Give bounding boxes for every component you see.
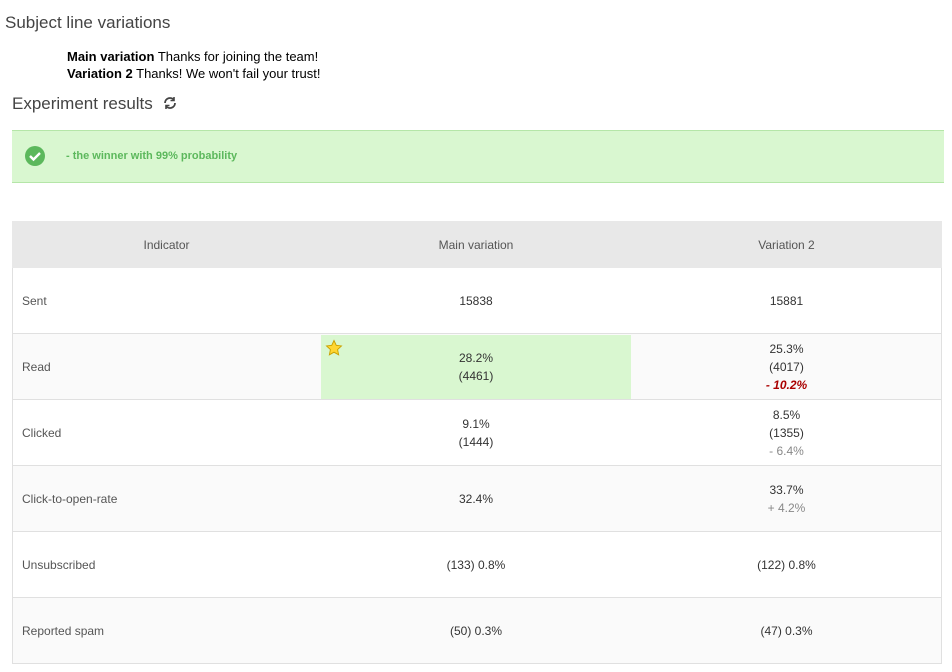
variation-text: Thanks! We won't fail your trust! — [136, 66, 321, 81]
value-cell: 25.3% (4017) - 10.2% — [631, 335, 942, 399]
value-cell: 28.2% (4461) — [321, 335, 631, 399]
row-border — [12, 268, 942, 334]
banner-text: - the winner with 99% probability — [66, 150, 238, 162]
variation-label: Main variation — [67, 49, 155, 64]
value-line: 28.2% — [458, 351, 494, 365]
value-cell: 32.4% — [321, 467, 631, 531]
header-text: Indicator — [143, 237, 190, 252]
row-border — [12, 466, 942, 532]
indicator-cell: Unsubscribed — [22, 532, 312, 598]
value-line: (50) 0.3% — [449, 624, 503, 638]
indicator-cell: Sent — [22, 268, 312, 334]
value-line: (4017) — [769, 360, 804, 374]
value-cell: (47) 0.3% — [631, 599, 942, 663]
variation-text: Thanks for joining the team! — [157, 49, 319, 64]
indicator-text: Unsubscribed — [22, 558, 96, 572]
indicator-text: Click-to-open-rate — [22, 492, 118, 506]
indicator-cell: Reported spam — [22, 598, 312, 664]
value-line: 33.7% — [769, 483, 804, 497]
results-table: Indicator Main variation Variation 2 Sent 15… — [12, 221, 942, 665]
row-border — [12, 400, 942, 466]
star-icon — [325, 339, 343, 356]
results-title: Experiment results — [12, 94, 178, 114]
change-line: - 10.2% — [765, 378, 808, 392]
value-line: (4461) — [458, 369, 494, 383]
indicator-text: Reported spam — [22, 624, 105, 638]
value-cell: 8.5% (1355) - 6.4% — [631, 401, 942, 465]
row-border — [12, 532, 942, 598]
value-cell: (122) 0.8% — [631, 533, 942, 597]
value-line: (122) 0.8% — [757, 558, 816, 572]
value-line: (133) 0.8% — [446, 558, 506, 572]
change-line: + 4.2% — [767, 501, 806, 515]
value-line: 25.3% — [769, 342, 804, 356]
value-line: (1355) — [769, 426, 804, 440]
header-text: Variation 2 — [758, 237, 815, 252]
value-cell: (50) 0.3% — [321, 599, 631, 663]
winner-star — [325, 339, 343, 362]
row-border — [12, 598, 942, 664]
indicator-text: Read — [22, 360, 51, 374]
value-line: 32.4% — [458, 492, 494, 506]
value-line: 15881 — [769, 294, 804, 308]
change-line: - 6.4% — [769, 444, 804, 458]
indicator-cell: Clicked — [22, 400, 312, 466]
value-line: (47) 0.3% — [760, 624, 813, 638]
value-cell: 15838 — [321, 269, 631, 333]
value-cell: (133) 0.8% — [321, 533, 631, 597]
value-line: (1444) — [458, 435, 494, 449]
header-cell: Indicator — [12, 221, 321, 268]
results-title-text: Experiment results — [12, 94, 153, 113]
variation-line: Variation 2 Thanks! We won't fail your t… — [67, 66, 320, 81]
header-cell: Main variation — [321, 221, 631, 268]
variation-label: Variation 2 — [67, 66, 133, 81]
section-title: Subject line variations — [5, 13, 171, 32]
value-cell: 15881 — [631, 269, 942, 333]
value-line: 9.1% — [462, 417, 490, 431]
indicator-cell: Click-to-open-rate — [22, 466, 312, 532]
indicator-cell: Read — [22, 334, 312, 400]
header-text: Main variation — [438, 237, 514, 252]
header-cell: Variation 2 — [631, 221, 942, 268]
winner-banner: - the winner with 99% probability — [12, 130, 944, 183]
value-line: 15838 — [459, 294, 493, 308]
indicator-text: Sent — [22, 294, 47, 308]
value-cell: 9.1% (1444) — [321, 401, 631, 465]
check-icon — [25, 146, 45, 166]
variation-line: Main variation Thanks for joining the te… — [67, 49, 318, 64]
value-line: 8.5% — [772, 408, 801, 422]
refresh-icon[interactable] — [162, 95, 178, 111]
indicator-text: Clicked — [22, 426, 62, 440]
value-cell: 33.7% + 4.2% — [631, 467, 942, 531]
